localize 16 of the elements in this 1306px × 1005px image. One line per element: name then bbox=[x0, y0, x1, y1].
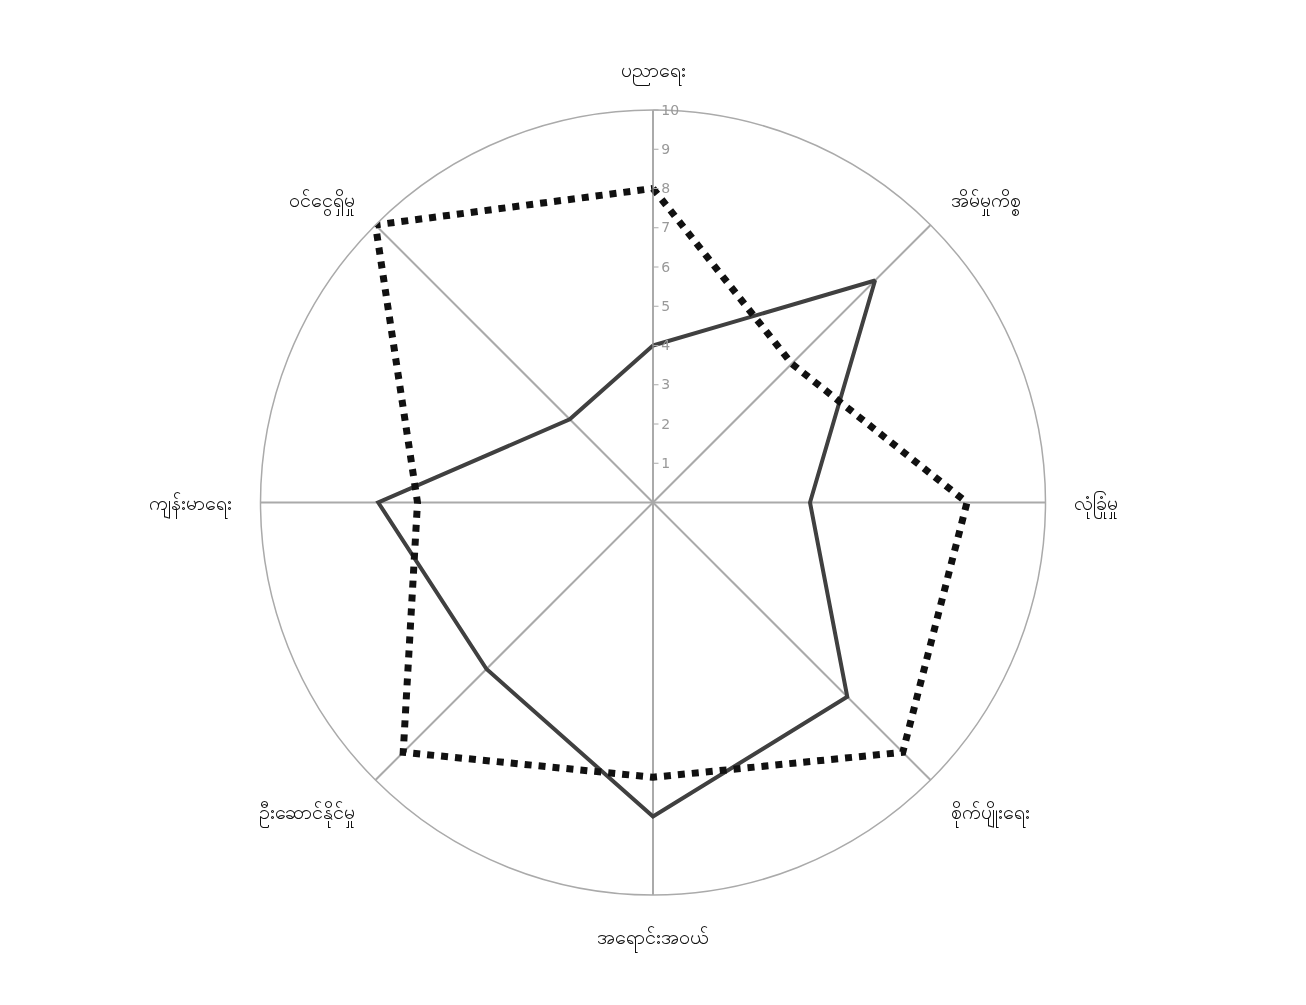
y-tick-label: 1 bbox=[661, 454, 671, 471]
spoke-label: အိမ်မှုကိစ္စ bbox=[950, 187, 1021, 216]
y-tick-label: 8 bbox=[661, 180, 671, 197]
y-tick-label: 9 bbox=[661, 140, 671, 157]
y-tick-label: 6 bbox=[661, 258, 671, 275]
spoke-label: ဦးဆောင်နိုင်မှု bbox=[259, 800, 356, 829]
y-tick-label: 5 bbox=[661, 297, 671, 314]
y-tick-label: 3 bbox=[661, 376, 671, 393]
spoke-label: စိုက်ပျိုးရေး bbox=[950, 800, 1030, 829]
spoke-label: လုံခြုံမှု bbox=[1074, 490, 1119, 519]
spoke-label: ဝင်ငွေရှိမှု bbox=[289, 187, 356, 216]
y-tick-label: 7 bbox=[661, 219, 671, 236]
spoke-label: ကျန်းမာရေး bbox=[148, 490, 232, 519]
spoke-label: ပညာရေး bbox=[620, 58, 686, 87]
y-tick-label: 2 bbox=[661, 415, 671, 432]
spoke-label: အရောင်းအဝယ် bbox=[597, 924, 709, 953]
